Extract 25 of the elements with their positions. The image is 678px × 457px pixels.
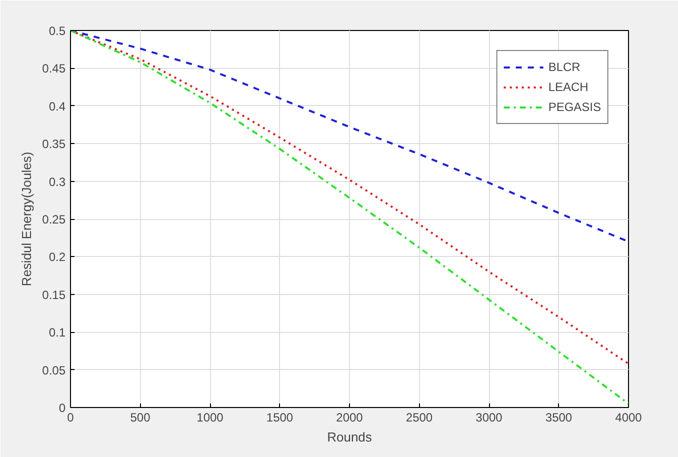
y-tick-label: 0.25	[42, 212, 66, 226]
legend-label: LEACH	[548, 80, 588, 94]
x-tick-label: 1500	[266, 410, 294, 424]
y-tick-label: 0.35	[42, 137, 66, 152]
x-tick-label: 1000	[196, 410, 224, 424]
y-axis-title: Residul Energy(Joules)	[19, 152, 34, 286]
x-axis-title: Rounds	[327, 430, 372, 444]
x-tick-label: 3500	[545, 410, 572, 424]
x-tick-label: 2000	[336, 410, 364, 424]
y-tick-label: 0.15	[42, 288, 66, 302]
y-tick-label: 0.1	[48, 326, 66, 340]
y-tick-label: 0	[58, 401, 66, 415]
y-tick-label: 0.05	[42, 363, 66, 378]
x-tick-label: 4000	[615, 410, 642, 424]
y-tick-label: 0.45	[42, 62, 66, 76]
x-tick-label: 0	[67, 410, 74, 424]
legend-label: PEGASIS	[548, 100, 601, 114]
x-tick-label: 2500	[406, 410, 433, 424]
legend-label: BLCR	[548, 60, 580, 74]
x-tick-label: 500	[130, 410, 151, 424]
x-tick-label: 3000	[476, 410, 503, 424]
y-tick-label: 0.4	[48, 99, 66, 114]
y-tick-label: 0.2	[48, 250, 66, 264]
y-tick-label: 0.3	[48, 174, 66, 189]
y-tick-label: 0.5	[48, 24, 66, 38]
